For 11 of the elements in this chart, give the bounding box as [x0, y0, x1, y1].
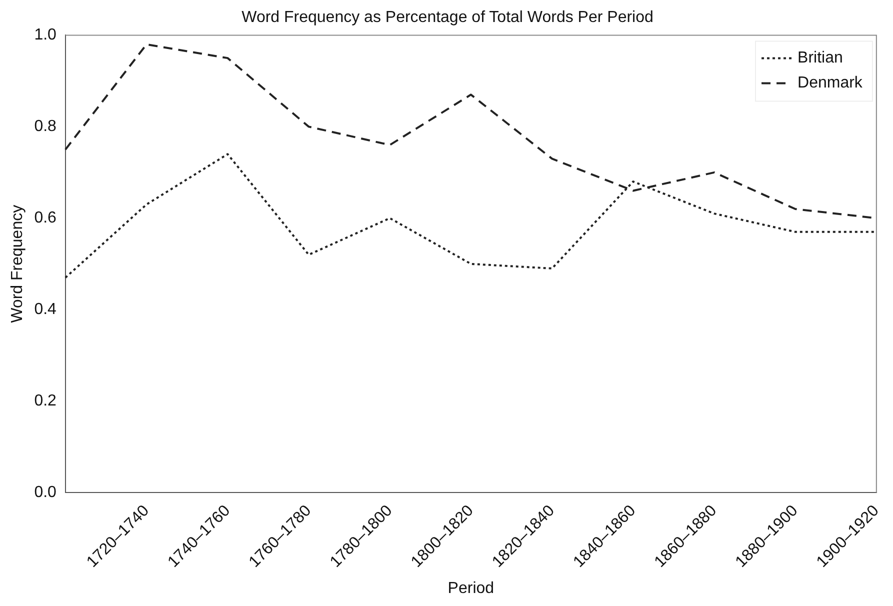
y-axis-title: Word Frequency: [9, 204, 26, 323]
x-axis-title: Period: [448, 580, 494, 597]
y-tick-label: 0.8: [34, 118, 57, 136]
y-tick-label: 0.0: [34, 484, 57, 501]
y-tick-label: 0.4: [34, 301, 57, 318]
legend-label: Denmark: [798, 74, 864, 92]
legend-label: Britian: [798, 50, 843, 67]
y-tick-label: 0.2: [34, 392, 57, 410]
chart-title: Word Frequency as Percentage of Total Words Per Period: [242, 9, 654, 26]
y-tick-label: 1.0: [34, 26, 57, 44]
y-tick-label: 0.6: [34, 210, 57, 227]
